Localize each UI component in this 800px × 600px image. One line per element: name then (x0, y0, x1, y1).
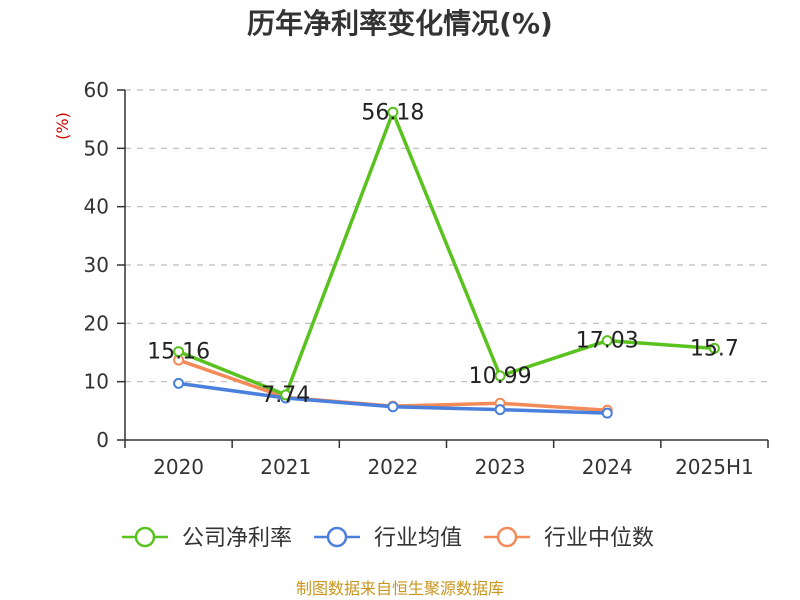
data-label: 7.74 (261, 383, 310, 408)
series-lines (173, 106, 720, 419)
data-label: 10.99 (469, 364, 532, 389)
chart-title: 历年净利率变化情况(%) (247, 7, 553, 40)
legend-item: 公司净利率 (122, 526, 292, 551)
legend: 公司净利率 行业均值 行业中位数 (122, 526, 654, 551)
legend-swatch-marker (134, 526, 156, 548)
data-point (387, 106, 399, 118)
legend-label: 公司净利率 (182, 526, 292, 551)
data-point (494, 370, 506, 382)
data-label: 15.7 (690, 336, 739, 361)
x-tick-label: 2023 (475, 455, 526, 479)
data-point (280, 389, 292, 401)
data-point (601, 335, 613, 347)
data-point (601, 407, 613, 419)
y-tick-label: 60 (84, 78, 109, 102)
y-axis-unit: (%) (53, 112, 72, 140)
data-point (708, 342, 720, 354)
y-tick-label: 50 (84, 136, 109, 160)
y-tick-label: 40 (84, 195, 109, 219)
legend-item: 行业中位数 (484, 526, 654, 551)
legend-label: 行业均值 (374, 526, 462, 551)
data-point (173, 346, 185, 358)
source-note: 制图数据来自恒生聚源数据库 (296, 579, 504, 598)
x-tick-label: 2022 (367, 455, 418, 479)
y-tick-label: 30 (84, 253, 109, 277)
legend-swatch-marker (496, 526, 518, 548)
data-point (173, 377, 185, 389)
x-tick-label: 2024 (582, 455, 633, 479)
x-tick-label: 2025H1 (675, 455, 754, 479)
legend-swatch-marker (326, 526, 348, 548)
legend-item: 行业均值 (314, 526, 462, 551)
data-label: 15.16 (147, 340, 210, 365)
series-line (177, 110, 715, 397)
x-tick-label: 2020 (153, 455, 204, 479)
grid-lines (125, 89, 768, 383)
data-point (494, 404, 506, 416)
y-tick-label: 10 (84, 370, 109, 394)
axes: 0 10 20 30 40 50 60 2020 2021 2022 2023 2024 2025H1 (84, 78, 769, 479)
data-point (387, 401, 399, 413)
legend-label: 行业中位数 (544, 526, 654, 551)
data-labels: 15.16 7.74 56.18 10.99 17.03 15.7 (147, 100, 739, 408)
data-label: 17.03 (576, 329, 639, 354)
data-label: 56.18 (361, 100, 424, 125)
x-tick-label: 2021 (260, 455, 311, 479)
y-tick-label: 20 (84, 311, 109, 335)
y-tick-label: 0 (96, 428, 109, 452)
